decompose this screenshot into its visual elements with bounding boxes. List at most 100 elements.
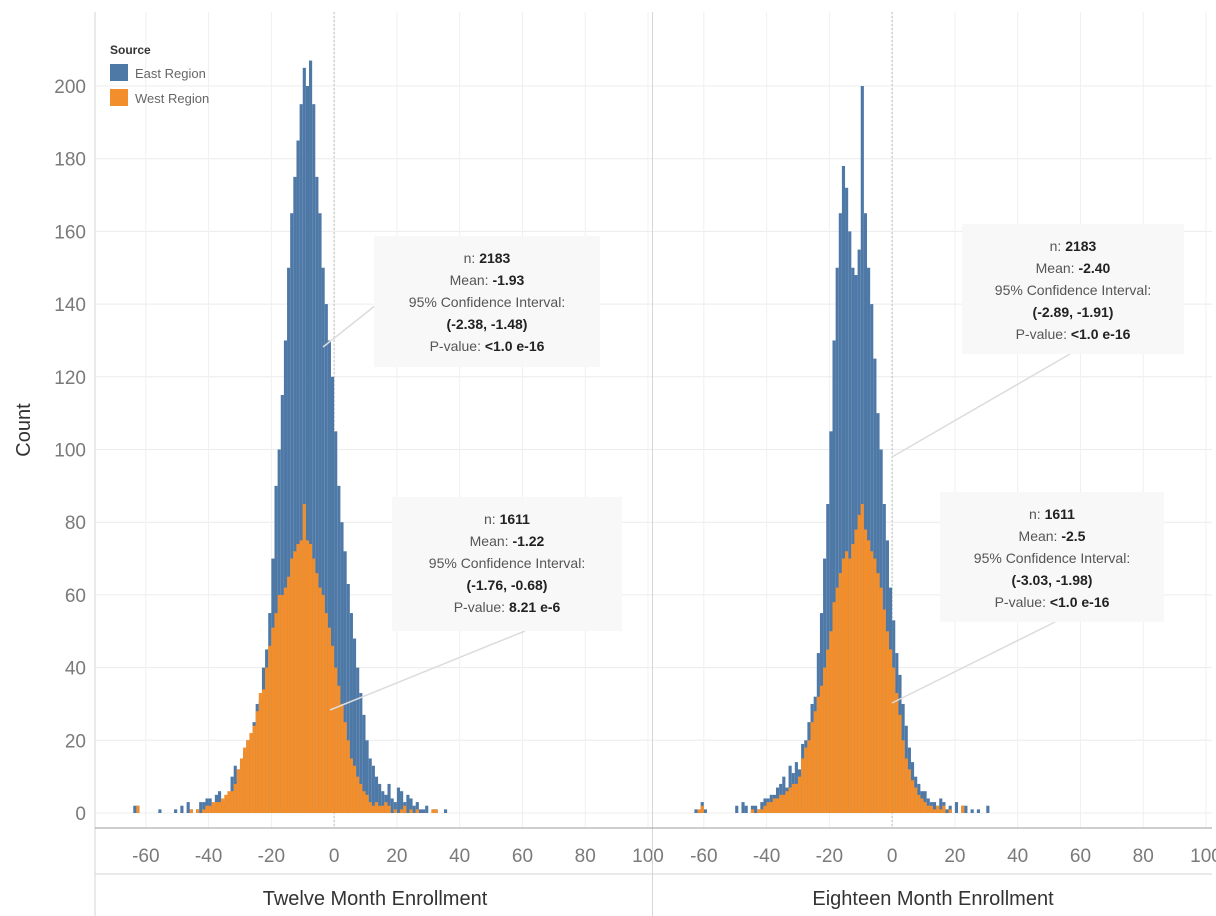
histogram-bar bbox=[791, 783, 795, 813]
histogram-bar bbox=[832, 340, 836, 813]
histogram-bar bbox=[365, 740, 369, 813]
y-tick-label: 160 bbox=[54, 222, 86, 243]
histogram-bar bbox=[898, 714, 902, 813]
annotation-east: n: 2183 Mean: -2.40 95% Confidence Interva… bbox=[891, 224, 1184, 458]
histogram-bar bbox=[277, 594, 281, 813]
histogram-bar bbox=[829, 431, 833, 813]
x-tick-label: 80 bbox=[575, 846, 596, 867]
histogram-bar bbox=[863, 529, 868, 813]
histogram-bar bbox=[760, 809, 764, 813]
histogram-bar bbox=[384, 802, 388, 813]
y-tick-label: 140 bbox=[54, 295, 86, 316]
histogram-bar bbox=[926, 805, 930, 813]
histogram-bar bbox=[274, 613, 278, 813]
histogram-bar bbox=[936, 805, 940, 813]
histogram-bar bbox=[888, 649, 893, 813]
histogram-bar bbox=[374, 802, 379, 813]
annotation-label: Mean: bbox=[1019, 528, 1062, 544]
y-tick-label: 200 bbox=[54, 77, 86, 98]
histogram-bar bbox=[315, 176, 319, 813]
histogram-bar bbox=[296, 140, 300, 813]
histogram-bar bbox=[804, 747, 808, 813]
histogram-bar bbox=[387, 805, 391, 813]
histogram-bar bbox=[221, 798, 225, 813]
x-tick-label: -60 bbox=[132, 846, 159, 867]
histogram-bar bbox=[337, 685, 341, 813]
histogram-bar bbox=[337, 485, 341, 813]
histogram-bar bbox=[296, 544, 300, 813]
histogram-bar bbox=[945, 809, 949, 813]
histogram-bar bbox=[346, 583, 350, 813]
histogram-bar bbox=[741, 802, 745, 813]
annotation-value: 8.21 e-6 bbox=[509, 599, 561, 615]
histogram-bar bbox=[431, 809, 435, 813]
histogram-bar bbox=[305, 540, 310, 813]
histogram-bar bbox=[293, 176, 297, 813]
histogram-bar bbox=[848, 558, 852, 813]
legend-title: Source bbox=[110, 43, 151, 57]
histogram-bar bbox=[914, 787, 918, 813]
annotation-line: P-value: 8.21 e-6 bbox=[454, 599, 561, 615]
histogram-bar bbox=[258, 693, 262, 813]
histogram-bar bbox=[205, 805, 209, 813]
histogram-bar bbox=[211, 802, 215, 813]
histogram-bar bbox=[287, 267, 291, 813]
x-tick-label: -40 bbox=[753, 846, 780, 867]
histogram-bar bbox=[851, 267, 855, 813]
histogram-bar bbox=[334, 667, 338, 813]
histogram-bar bbox=[882, 609, 886, 813]
annotation-value: -1.22 bbox=[512, 533, 544, 549]
y-tick-label: 180 bbox=[54, 150, 86, 171]
histogram-bar bbox=[393, 809, 397, 813]
histogram-bar bbox=[964, 805, 968, 813]
histogram-bar bbox=[299, 104, 303, 814]
series-east-region bbox=[133, 60, 448, 814]
legend-label-east: East Region bbox=[135, 66, 206, 81]
annotation-value: (-2.38, -1.48) bbox=[447, 316, 528, 332]
annotation-line: n: 2183 bbox=[464, 250, 511, 266]
annotation-label: 95% Confidence Interval: bbox=[995, 282, 1151, 298]
annotation-label: 95% Confidence Interval: bbox=[429, 555, 585, 571]
histogram-bar bbox=[841, 558, 846, 813]
legend-swatch-east bbox=[110, 64, 128, 81]
histogram-bar bbox=[917, 794, 921, 813]
histogram-bar bbox=[744, 805, 748, 813]
histogram-bar bbox=[302, 504, 306, 813]
histogram-bar bbox=[794, 783, 798, 813]
histogram-bar bbox=[324, 304, 328, 813]
y-tick-label: 0 bbox=[75, 804, 86, 825]
histogram-bar bbox=[356, 776, 360, 813]
annotation-value: -2.40 bbox=[1078, 260, 1110, 276]
histogram-bar bbox=[312, 104, 316, 814]
histogram-bar bbox=[929, 805, 933, 813]
histogram-bar bbox=[189, 809, 193, 813]
histogram-bar bbox=[186, 802, 190, 813]
x-tick-label: 60 bbox=[512, 846, 533, 867]
histogram-bar bbox=[867, 540, 871, 813]
annotation-value: <1.0 e-16 bbox=[1050, 594, 1110, 610]
histogram-bar bbox=[400, 791, 404, 813]
histogram-bar bbox=[196, 809, 200, 813]
histogram-bar bbox=[280, 594, 284, 813]
histogram-bar bbox=[923, 802, 927, 813]
annotation-label: 95% Confidence Interval: bbox=[974, 550, 1130, 566]
histogram-bar bbox=[735, 805, 739, 813]
annotation-label: n: bbox=[484, 511, 500, 527]
histogram-bar bbox=[415, 809, 419, 813]
histogram-bar bbox=[700, 805, 704, 813]
histogram-bar bbox=[302, 67, 306, 813]
annotation-label: P-value: bbox=[995, 594, 1050, 610]
histogram-bar bbox=[283, 340, 288, 813]
histogram-bar bbox=[939, 809, 943, 813]
histogram-bar bbox=[327, 627, 331, 813]
histogram-bar bbox=[769, 802, 773, 813]
histogram-bar bbox=[290, 558, 294, 813]
x-axis-label-twelve-month: Twelve Month Enrollment bbox=[263, 888, 488, 910]
histogram-bar bbox=[876, 573, 880, 813]
histogram-bar bbox=[863, 213, 868, 814]
histogram-bar bbox=[243, 747, 247, 813]
histogram-bar bbox=[976, 809, 981, 813]
histogram-bar bbox=[879, 587, 883, 813]
histogram-bar bbox=[305, 86, 310, 813]
x-tick-label: 100 bbox=[1190, 846, 1216, 867]
